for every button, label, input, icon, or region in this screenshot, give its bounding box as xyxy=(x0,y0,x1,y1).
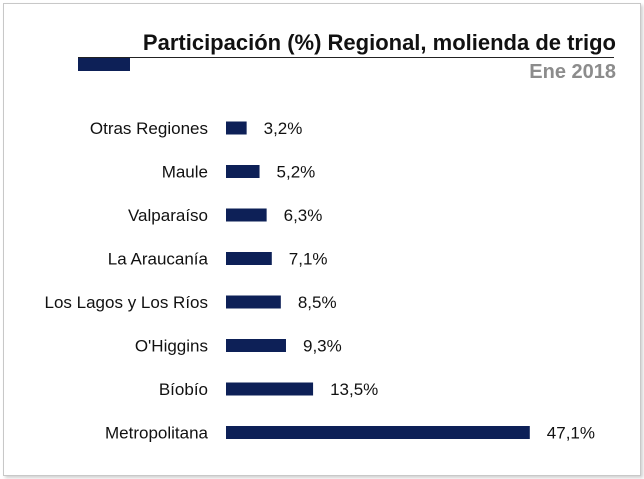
bar xyxy=(226,121,247,135)
category-label: Metropolitana xyxy=(105,424,209,443)
bar xyxy=(226,295,281,309)
value-label: 5,2% xyxy=(277,163,316,182)
value-label: 9,3% xyxy=(303,337,342,356)
chart-subtitle: Ene 2018 xyxy=(529,61,616,83)
category-label: Maule xyxy=(162,163,208,182)
title-rule xyxy=(78,57,614,58)
category-label: La Araucanía xyxy=(108,250,209,269)
category-label: O'Higgins xyxy=(135,337,208,356)
value-label: 13,5% xyxy=(330,380,378,399)
chart-title: Participación (%) Regional, molienda de … xyxy=(142,30,616,55)
bar xyxy=(226,426,530,439)
bar xyxy=(226,252,272,265)
bar xyxy=(226,382,314,396)
chart-frame xyxy=(3,3,641,476)
value-label: 47,1% xyxy=(547,424,595,443)
value-label: 6,3% xyxy=(284,206,323,225)
bar xyxy=(226,165,260,178)
category-label: Los Lagos y Los Ríos xyxy=(45,293,208,312)
value-label: 3,2% xyxy=(264,119,303,138)
value-label: 8,5% xyxy=(298,293,337,312)
category-label: Bíobío xyxy=(159,380,208,399)
value-label: 7,1% xyxy=(289,250,328,269)
bar xyxy=(226,208,267,222)
category-label: Otras Regiones xyxy=(90,119,208,138)
bars-layer: Otras Regiones 3,2% Maule 5,2% Valparaíso 6,3… xyxy=(45,119,595,443)
title-accent-bar xyxy=(78,58,130,71)
category-label: Valparaíso xyxy=(128,206,208,225)
bar xyxy=(226,339,286,352)
